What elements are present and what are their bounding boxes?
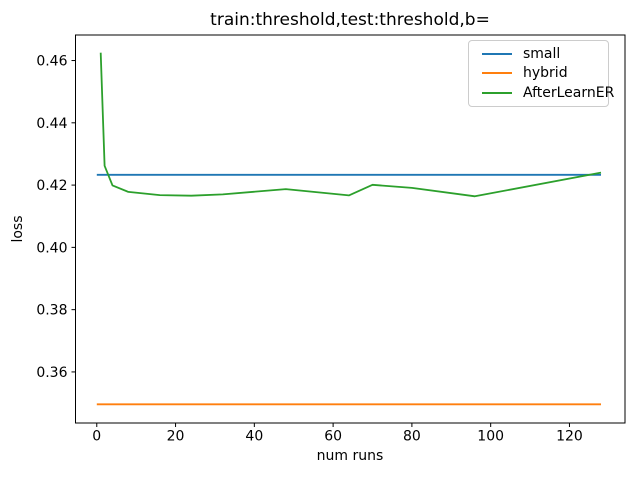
x-tick-label: 0 — [92, 429, 101, 445]
x-tick-label: 60 — [324, 429, 342, 445]
axes-border — [75, 34, 626, 424]
legend-label: AfterLearnER — [523, 85, 615, 102]
x-axis-label: num runs — [317, 448, 384, 464]
legend: small hybrid AfterLearnER — [468, 40, 614, 107]
legend-label: hybrid — [523, 65, 568, 82]
x-tick-label: 40 — [245, 429, 263, 445]
x-tick-label: 80 — [403, 429, 421, 445]
plot-area: 0 20 40 60 80 100 120 0.36 0.38 0.40 0.42 0.44 0.46 — [36, 34, 626, 445]
chart-title: train:threshold,test:threshold,b= — [210, 10, 490, 30]
legend-label: small — [523, 45, 561, 62]
x-tick-label: 100 — [477, 429, 504, 445]
y-tick-label: 0.42 — [36, 178, 67, 194]
y-tick-label: 0.40 — [36, 240, 67, 256]
y-axis-label: loss — [10, 215, 26, 242]
legend-line-sample — [482, 72, 512, 75]
x-tick-label: 20 — [167, 429, 185, 445]
y-tick-label: 0.38 — [36, 303, 67, 319]
legend-line-sample — [482, 52, 512, 55]
legend-row-hybrid: hybrid — [469, 64, 608, 83]
legend-row-small: small — [469, 44, 608, 63]
legend-row-AfterLearnER: AfterLearnER — [469, 84, 614, 103]
y-tick-label: 0.44 — [36, 116, 67, 132]
legend-line-sample — [482, 92, 512, 95]
y-tick-label: 0.46 — [36, 54, 67, 70]
x-tick-label: 120 — [556, 429, 583, 445]
line-AfterLearnER — [99, 52, 602, 198]
y-tick-label: 0.36 — [36, 365, 67, 381]
